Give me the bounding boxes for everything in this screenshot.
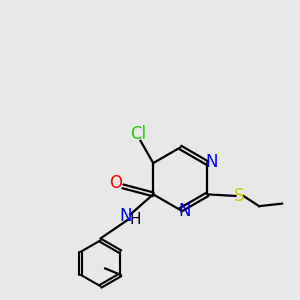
Text: S: S	[234, 187, 244, 205]
Text: H: H	[130, 212, 141, 227]
Text: N: N	[205, 153, 217, 171]
Text: Cl: Cl	[130, 125, 146, 143]
Text: O: O	[110, 174, 122, 192]
Text: N: N	[120, 207, 132, 225]
Text: N: N	[178, 202, 190, 220]
